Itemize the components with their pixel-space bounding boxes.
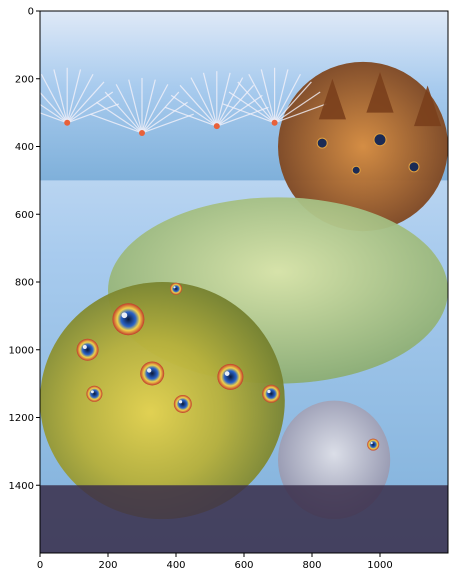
region-dog-heads xyxy=(278,61,448,232)
eye-detail xyxy=(140,361,165,386)
dog-ear-detail xyxy=(318,78,346,120)
x-tick-label: 800 xyxy=(302,560,321,571)
y-tick-label: 400 xyxy=(15,142,34,153)
eye-detail xyxy=(86,385,103,402)
y-tick-label: 0 xyxy=(28,7,34,18)
dog-eye-detail xyxy=(351,165,361,175)
x-tick-label: 600 xyxy=(234,560,253,571)
eye-detail xyxy=(217,363,244,390)
eye-detail xyxy=(76,338,99,361)
dog-eye-detail xyxy=(408,161,420,173)
fan-shape xyxy=(222,67,327,126)
x-tick-label: 1000 xyxy=(367,560,392,571)
region-large-lizard-head xyxy=(40,282,285,520)
eye-detail xyxy=(170,282,182,295)
x-axis: 0 200 400 600 800 1000 xyxy=(37,553,393,571)
eye-detail xyxy=(262,384,281,403)
y-tick-label: 600 xyxy=(15,210,34,221)
eye-detail xyxy=(367,438,380,451)
x-tick-label: 200 xyxy=(98,560,117,571)
x-tick-label: 400 xyxy=(166,560,185,571)
dog-ear-detail xyxy=(366,71,394,113)
dog-eye-detail xyxy=(316,137,328,149)
y-tick-label: 1400 xyxy=(9,481,34,492)
region-dark-foreground xyxy=(40,485,448,553)
plot-area xyxy=(39,10,449,554)
y-axis: 0 200 400 600 800 1000 1200 1400 xyxy=(9,7,40,492)
y-tick-label: 1000 xyxy=(9,345,34,356)
eye-detail xyxy=(173,394,192,413)
image-heatmap xyxy=(40,11,448,553)
y-tick-label: 200 xyxy=(15,74,34,85)
dog-ear-detail xyxy=(414,85,442,127)
y-tick-label: 1200 xyxy=(9,413,34,424)
fan-shape xyxy=(40,67,120,126)
x-tick-label: 0 xyxy=(37,560,43,571)
fan-shape xyxy=(90,77,194,136)
dog-eye-detail xyxy=(373,133,387,147)
eye-detail xyxy=(112,303,145,336)
y-tick-label: 800 xyxy=(15,278,34,289)
